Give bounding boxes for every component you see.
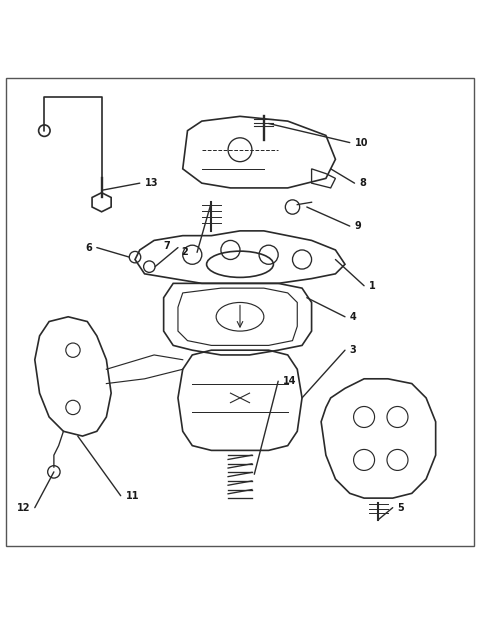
Text: 4: 4	[350, 312, 357, 322]
Text: 6: 6	[85, 243, 92, 253]
Text: 1: 1	[369, 281, 376, 291]
Text: 12: 12	[16, 503, 30, 513]
Text: 8: 8	[360, 178, 366, 188]
Text: 10: 10	[355, 137, 368, 148]
Text: 3: 3	[350, 345, 357, 355]
Text: 9: 9	[355, 221, 361, 231]
Text: 2: 2	[181, 247, 188, 257]
Text: 11: 11	[125, 490, 139, 500]
Text: 13: 13	[144, 178, 158, 188]
Text: 14: 14	[283, 376, 297, 386]
Text: 7: 7	[164, 241, 170, 251]
Text: 5: 5	[397, 503, 404, 513]
